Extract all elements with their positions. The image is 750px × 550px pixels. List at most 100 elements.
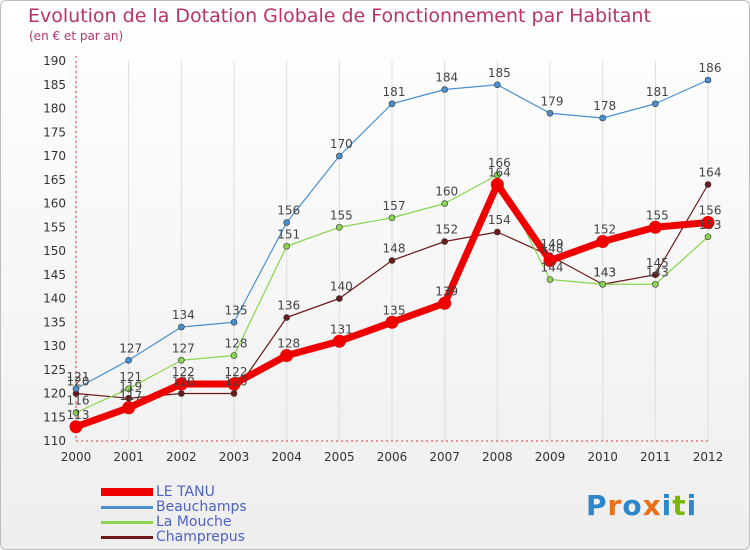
x-tick-label: 2010	[587, 450, 618, 464]
data-label: 178	[593, 99, 616, 113]
data-point	[704, 181, 712, 188]
data-label: 120	[172, 375, 195, 389]
data-point	[69, 420, 83, 434]
data-point	[648, 220, 662, 234]
y-tick-label: 175	[43, 125, 66, 139]
data-point	[332, 334, 346, 348]
data-label: 152	[593, 223, 616, 237]
y-tick-label: 115	[43, 410, 66, 424]
data-label: 170	[330, 137, 353, 151]
y-tick-label: 185	[43, 78, 66, 92]
data-label: 127	[172, 341, 195, 355]
x-tick-label: 2006	[377, 450, 408, 464]
data-label: 164	[488, 166, 511, 180]
data-label: 128	[277, 337, 300, 351]
y-tick-label: 145	[43, 268, 66, 282]
data-point	[336, 223, 343, 231]
data-point	[494, 228, 501, 236]
y-tick-label: 165	[43, 173, 66, 187]
y-tick-label: 125	[43, 363, 66, 377]
data-label: 156	[699, 204, 722, 218]
data-point	[438, 296, 452, 310]
data-label: 186	[699, 61, 722, 75]
data-point	[178, 356, 185, 364]
data-point	[543, 254, 557, 267]
logo-letter: o	[622, 489, 643, 522]
data-point	[230, 390, 238, 397]
data-point	[283, 314, 290, 321]
data-label: 166	[488, 156, 511, 170]
y-tick-label: 180	[43, 102, 66, 116]
x-tick-label: 2002	[166, 450, 197, 464]
data-label: 149	[541, 237, 564, 251]
data-label: 140	[330, 280, 353, 294]
data-point	[596, 235, 610, 248]
y-tick-label: 120	[43, 387, 66, 401]
data-label: 143	[593, 265, 616, 279]
chart-title: Evolution de la Dotation Globale de Fonc…	[28, 5, 651, 27]
data-label: 154	[488, 213, 511, 227]
proxiti-logo: Proxiti	[586, 489, 697, 522]
data-label: 148	[383, 242, 406, 256]
data-label: 153	[699, 218, 722, 232]
data-point	[701, 216, 715, 229]
data-label: 179	[541, 94, 564, 108]
data-point	[546, 109, 554, 117]
chart-subtitle: (en € et par an)	[29, 29, 124, 43]
legend-swatch	[101, 536, 153, 539]
legend-swatch	[101, 488, 153, 496]
data-point	[280, 349, 294, 362]
data-label: 122	[172, 365, 195, 379]
x-tick-label: 2008	[482, 450, 513, 464]
data-point	[441, 238, 448, 245]
data-label: 155	[646, 208, 669, 222]
data-point	[72, 385, 80, 393]
data-label: 148	[541, 242, 564, 256]
data-point	[178, 390, 185, 397]
data-point	[652, 271, 659, 279]
data-point	[122, 401, 136, 415]
data-label: 164	[699, 166, 722, 180]
data-point	[72, 409, 80, 416]
y-tick-label: 155	[43, 220, 66, 234]
data-label: 145	[646, 256, 669, 270]
legend-label: La Mouche	[156, 514, 232, 530]
data-label: 131	[330, 322, 353, 336]
data-label: 134	[172, 308, 195, 322]
data-label: 152	[435, 223, 458, 237]
data-label: 119	[119, 379, 142, 393]
data-point	[283, 242, 290, 250]
data-label: 184	[435, 71, 458, 85]
data-point	[599, 114, 606, 122]
x-tick-label: 2001	[113, 450, 144, 464]
data-label: 143	[646, 265, 669, 279]
logo-letter: r	[607, 489, 623, 522]
data-point	[599, 280, 606, 288]
data-label: 143	[593, 265, 616, 279]
legend-label: LE TANU	[156, 484, 215, 500]
data-label: 116	[67, 394, 90, 408]
y-tick-label: 140	[43, 292, 66, 306]
x-tick-label: 2004	[271, 450, 302, 464]
data-point	[385, 315, 399, 329]
data-label: 135	[225, 303, 248, 317]
x-tick-label: 2000	[61, 450, 92, 464]
data-label: 181	[646, 85, 669, 99]
data-label: 128	[225, 337, 248, 351]
data-point	[490, 178, 504, 191]
legend-swatch	[101, 521, 153, 524]
data-point	[227, 377, 241, 391]
data-label: 127	[119, 341, 142, 355]
data-label: 117	[119, 389, 142, 403]
y-tick-label: 130	[43, 339, 66, 353]
logo-letter: x	[642, 489, 662, 522]
y-tick-label: 110	[43, 434, 66, 448]
x-tick-label: 2011	[640, 450, 671, 464]
logo-letter: i	[686, 489, 698, 522]
data-point	[704, 76, 712, 84]
data-point	[494, 81, 501, 89]
data-point	[388, 214, 396, 222]
legend-label: Beauchamps	[156, 499, 247, 515]
